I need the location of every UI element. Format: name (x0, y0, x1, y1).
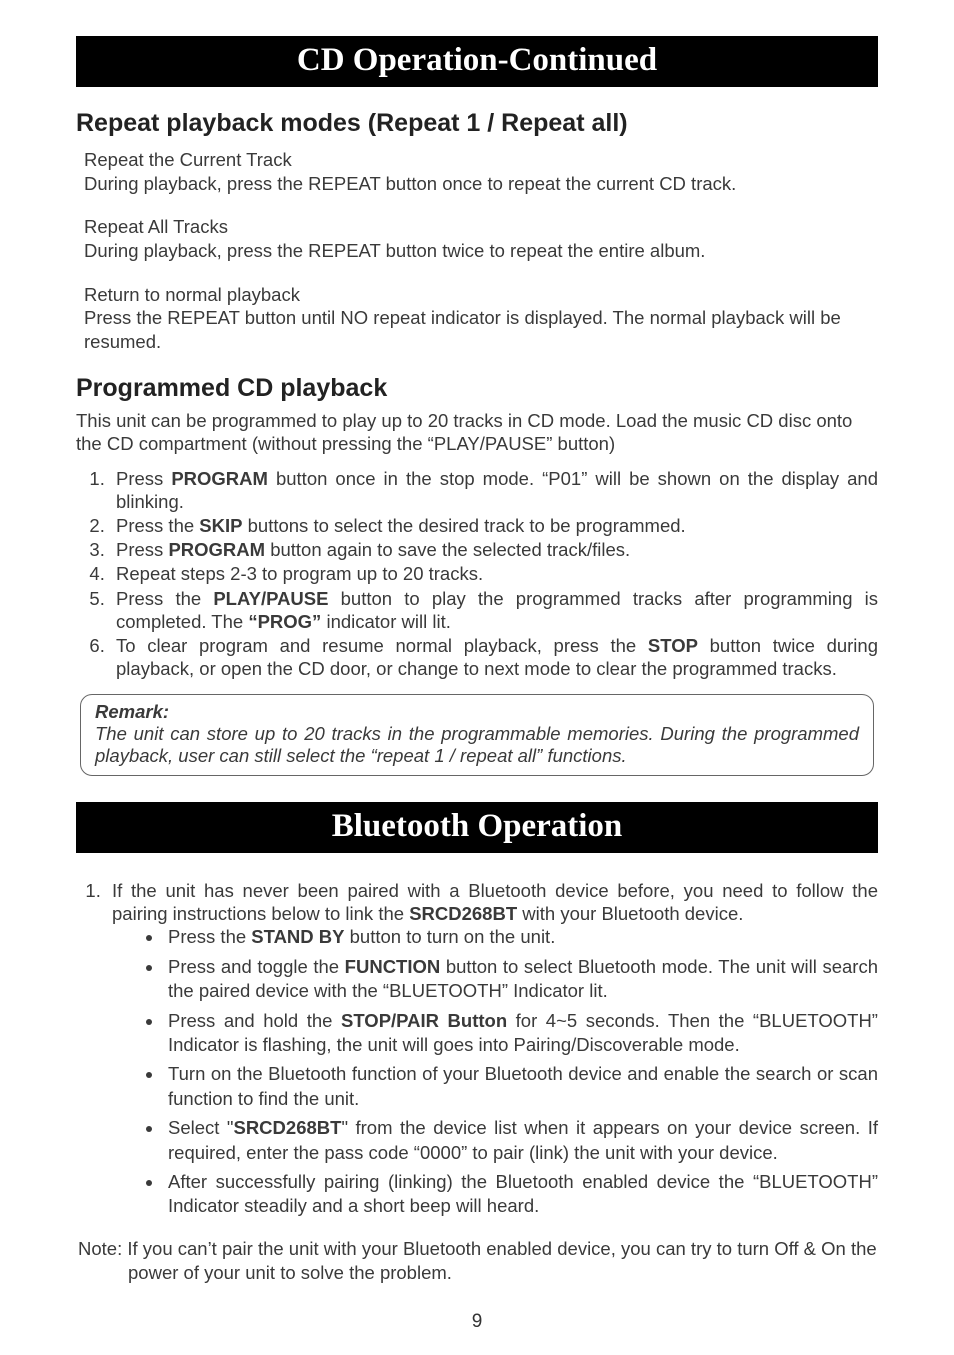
prog-step-2: Press the SKIP buttons to select the des… (110, 514, 878, 537)
bt-bullet-list: Press the STAND BY button to turn on the… (140, 925, 878, 1218)
remark-title: Remark: (95, 701, 859, 723)
bt-bullet-4: Turn on the Bluetooth function of your B… (164, 1062, 878, 1111)
keyword-srcd268bt: SRCD268BT (409, 903, 517, 924)
text: Press and toggle the (168, 956, 345, 977)
prog-step-3: Press PROGRAM button again to save the s… (110, 538, 878, 561)
text: Press and hold the (168, 1010, 341, 1031)
bluetooth-steps-list: If the unit has never been paired with a… (80, 879, 878, 1219)
remark-body: The unit can store up to 20 tracks in th… (95, 723, 859, 767)
heading-repeat-modes: Repeat playback modes (Repeat 1 / Repeat… (76, 109, 878, 138)
programmed-intro: This unit can be programmed to play up t… (76, 409, 878, 455)
keyword-play-pause: PLAY/PAUSE (213, 588, 328, 609)
remark-box: Remark: The unit can store up to 20 trac… (80, 694, 874, 776)
repeat-all-body: During playback, press the REPEAT button… (84, 239, 878, 263)
text: Press (116, 468, 171, 489)
page-number: 9 (0, 1311, 954, 1333)
prog-step-5: Press the PLAY/PAUSE button to play the … (110, 587, 878, 633)
repeat-all-title: Repeat All Tracks (84, 215, 878, 239)
keyword-skip: SKIP (199, 515, 242, 536)
keyword-srcd268bt: SRCD268BT (233, 1117, 341, 1138)
text: Press the (116, 588, 213, 609)
return-normal-title: Return to normal playback (84, 283, 878, 307)
programmed-steps-list: Press PROGRAM button once in the stop mo… (86, 467, 878, 680)
text: button to turn on the unit. (344, 926, 555, 947)
keyword-stop-pair: STOP/PAIR Button (341, 1010, 507, 1031)
text: button again to save the selected track/… (265, 539, 630, 560)
keyword-program: PROGRAM (171, 468, 268, 489)
text: Press the (116, 515, 199, 536)
text: with your Bluetooth device. (517, 903, 743, 924)
prog-step-6: To clear program and resume normal playb… (110, 634, 878, 680)
bt-bullet-5: Select "SRCD268BT" from the device list … (164, 1116, 878, 1165)
bt-step-1: If the unit has never been paired with a… (106, 879, 878, 1219)
text: Press (116, 539, 168, 560)
bt-bullet-2: Press and toggle the FUNCTION button to … (164, 955, 878, 1004)
keyword-function: FUNCTION (345, 956, 441, 977)
text: Select " (168, 1117, 233, 1138)
prog-step-1: Press PROGRAM button once in the stop mo… (110, 467, 878, 513)
bt-bullet-3: Press and hold the STOP/PAIR Button for … (164, 1009, 878, 1058)
keyword-standby: STAND BY (251, 926, 344, 947)
repeat-current-title: Repeat the Current Track (84, 148, 878, 172)
text: Press the (168, 926, 251, 947)
heading-programmed-playback: Programmed CD playback (76, 374, 878, 403)
repeat-current-body: During playback, press the REPEAT button… (84, 172, 878, 196)
banner-bluetooth-operation: Bluetooth Operation (76, 802, 878, 853)
bt-bullet-6: After successfully pairing (linking) the… (164, 1170, 878, 1219)
banner-cd-operation: CD Operation-Continued (76, 36, 878, 87)
text: To clear program and resume normal playb… (116, 635, 648, 656)
keyword-prog: “PROG” (248, 611, 321, 632)
text: indicator will lit. (321, 611, 451, 632)
text: buttons to select the desired track to b… (242, 515, 685, 536)
keyword-program: PROGRAM (168, 539, 265, 560)
keyword-stop: STOP (648, 635, 698, 656)
return-normal-body: Press the REPEAT button until NO repeat … (84, 306, 878, 353)
bt-bullet-1: Press the STAND BY button to turn on the… (164, 925, 878, 949)
bluetooth-note: Note: If you can’t pair the unit with yo… (78, 1237, 878, 1285)
prog-step-4: Repeat steps 2-3 to program up to 20 tra… (110, 562, 878, 585)
